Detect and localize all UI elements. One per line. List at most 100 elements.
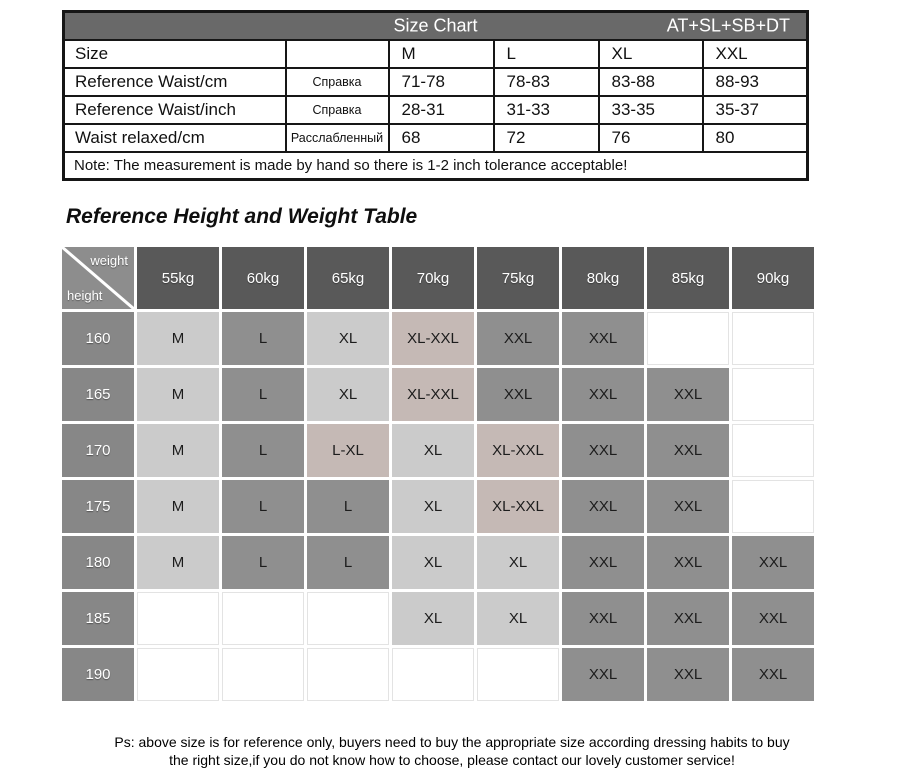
value-cell: 31-33 [492, 95, 600, 125]
size-col-header: XXL [701, 39, 809, 69]
model-codes: AT+SL+SB+DT [666, 15, 790, 36]
height-cell: 185 [62, 592, 134, 645]
height-cell: 180 [62, 536, 134, 589]
table-row-size: Size M L XL XXL [62, 39, 809, 69]
size-cell: XXL [732, 536, 814, 589]
size-cell: XXL [732, 592, 814, 645]
size-cell [732, 480, 814, 533]
value-cell: 88-93 [701, 67, 809, 97]
size-cell: XXL [562, 648, 644, 701]
size-cell [732, 368, 814, 421]
size-cell [222, 648, 304, 701]
size-cell: XL [392, 480, 474, 533]
size-cell [477, 648, 559, 701]
matrix-header-row: weight height 55kg 60kg 65kg 70kg 75kg 8… [62, 247, 814, 309]
size-cell: XXL [562, 480, 644, 533]
footer-line-1: Ps: above size is for reference only, bu… [114, 734, 790, 750]
size-col-header: L [492, 39, 600, 69]
size-cell: XXL [562, 424, 644, 477]
weight-header: 55kg [137, 247, 219, 309]
row-sublabel: Расслабленный [284, 123, 390, 153]
corner-height-label: height [67, 288, 103, 303]
height-cell: 190 [62, 648, 134, 701]
height-cell: 165 [62, 368, 134, 421]
size-cell: XXL [562, 368, 644, 421]
matrix-row-160: 160 M L XL XL-XXL XXL XXL [62, 312, 814, 365]
size-cell [732, 424, 814, 477]
matrix-row-180: 180 M L L XL XL XXL XXL XXL [62, 536, 814, 589]
weight-header: 75kg [477, 247, 559, 309]
size-cell: XXL [562, 312, 644, 365]
height-cell: 170 [62, 424, 134, 477]
row-sublabel [284, 39, 390, 69]
weight-header: 65kg [307, 247, 389, 309]
height-cell: 175 [62, 480, 134, 533]
size-cell [307, 592, 389, 645]
size-cell [647, 312, 729, 365]
height-weight-table: weight height 55kg 60kg 65kg 70kg 75kg 8… [59, 244, 817, 704]
size-cell: L [222, 424, 304, 477]
diagonal-line-icon [62, 247, 134, 309]
weight-header: 80kg [562, 247, 644, 309]
size-cell: XXL [647, 480, 729, 533]
weight-header: 70kg [392, 247, 474, 309]
size-cell: M [137, 536, 219, 589]
size-cell: XL [392, 536, 474, 589]
value-cell: 83-88 [597, 67, 704, 97]
row-sublabel: Справка [284, 67, 390, 97]
size-cell [222, 592, 304, 645]
tolerance-note: Note: The measurement is made by hand so… [62, 151, 809, 181]
size-cell: XL-XXL [392, 368, 474, 421]
table-row-waist-inch: Reference Waist/inch Справка 28-31 31-33… [62, 95, 809, 125]
size-cell: XL [477, 592, 559, 645]
size-chart-title: Size Chart [393, 15, 478, 36]
size-cell: M [137, 480, 219, 533]
size-cell: XL [307, 368, 389, 421]
corner-weight-label: weight [90, 253, 128, 268]
size-cell: XL-XXL [477, 424, 559, 477]
size-chart-table: Size Chart AT+SL+SB+DT Size M L XL XXL R… [62, 10, 809, 181]
size-chart-header: Size Chart AT+SL+SB+DT [62, 10, 809, 41]
row-label: Waist relaxed/cm [62, 123, 287, 153]
corner-cell: weight height [62, 247, 134, 309]
size-cell: XXL [477, 368, 559, 421]
value-cell: 33-35 [597, 95, 704, 125]
size-cell: M [137, 424, 219, 477]
value-cell: 71-78 [387, 67, 495, 97]
size-cell: XL [307, 312, 389, 365]
value-cell: 28-31 [387, 95, 495, 125]
table-row-note: Note: The measurement is made by hand so… [62, 151, 809, 181]
size-cell: XXL [562, 592, 644, 645]
height-weight-heading: Reference Height and Weight Table [66, 205, 418, 228]
weight-header: 60kg [222, 247, 304, 309]
matrix-row-170: 170 M L L-XL XL XL-XXL XXL XXL [62, 424, 814, 477]
size-cell: XL-XXL [392, 312, 474, 365]
value-cell: 78-83 [492, 67, 600, 97]
size-cell: M [137, 312, 219, 365]
row-label: Reference Waist/cm [62, 67, 287, 97]
size-cell: M [137, 368, 219, 421]
size-cell: XL [392, 424, 474, 477]
size-cell: XXL [562, 536, 644, 589]
table-row-waist-relaxed: Waist relaxed/cm Расслабленный 68 72 76 … [62, 123, 809, 153]
value-cell: 72 [492, 123, 600, 153]
row-label: Reference Waist/inch [62, 95, 287, 125]
size-cell [392, 648, 474, 701]
size-cell [137, 592, 219, 645]
size-cell: XXL [647, 648, 729, 701]
footer-line-2: the right size,if you do not know how to… [169, 752, 735, 768]
value-cell: 35-37 [701, 95, 809, 125]
weight-header: 90kg [732, 247, 814, 309]
value-cell: 68 [387, 123, 495, 153]
size-cell: L [222, 368, 304, 421]
matrix-row-190: 190 XXL XXL XXL [62, 648, 814, 701]
size-cell [137, 648, 219, 701]
size-cell: L [222, 312, 304, 365]
size-cell: XL [477, 536, 559, 589]
size-cell: L [307, 536, 389, 589]
matrix-row-165: 165 M L XL XL-XXL XXL XXL XXL [62, 368, 814, 421]
size-cell: L [307, 480, 389, 533]
size-col-header: XL [597, 39, 704, 69]
matrix-row-185: 185 XL XL XXL XXL XXL [62, 592, 814, 645]
